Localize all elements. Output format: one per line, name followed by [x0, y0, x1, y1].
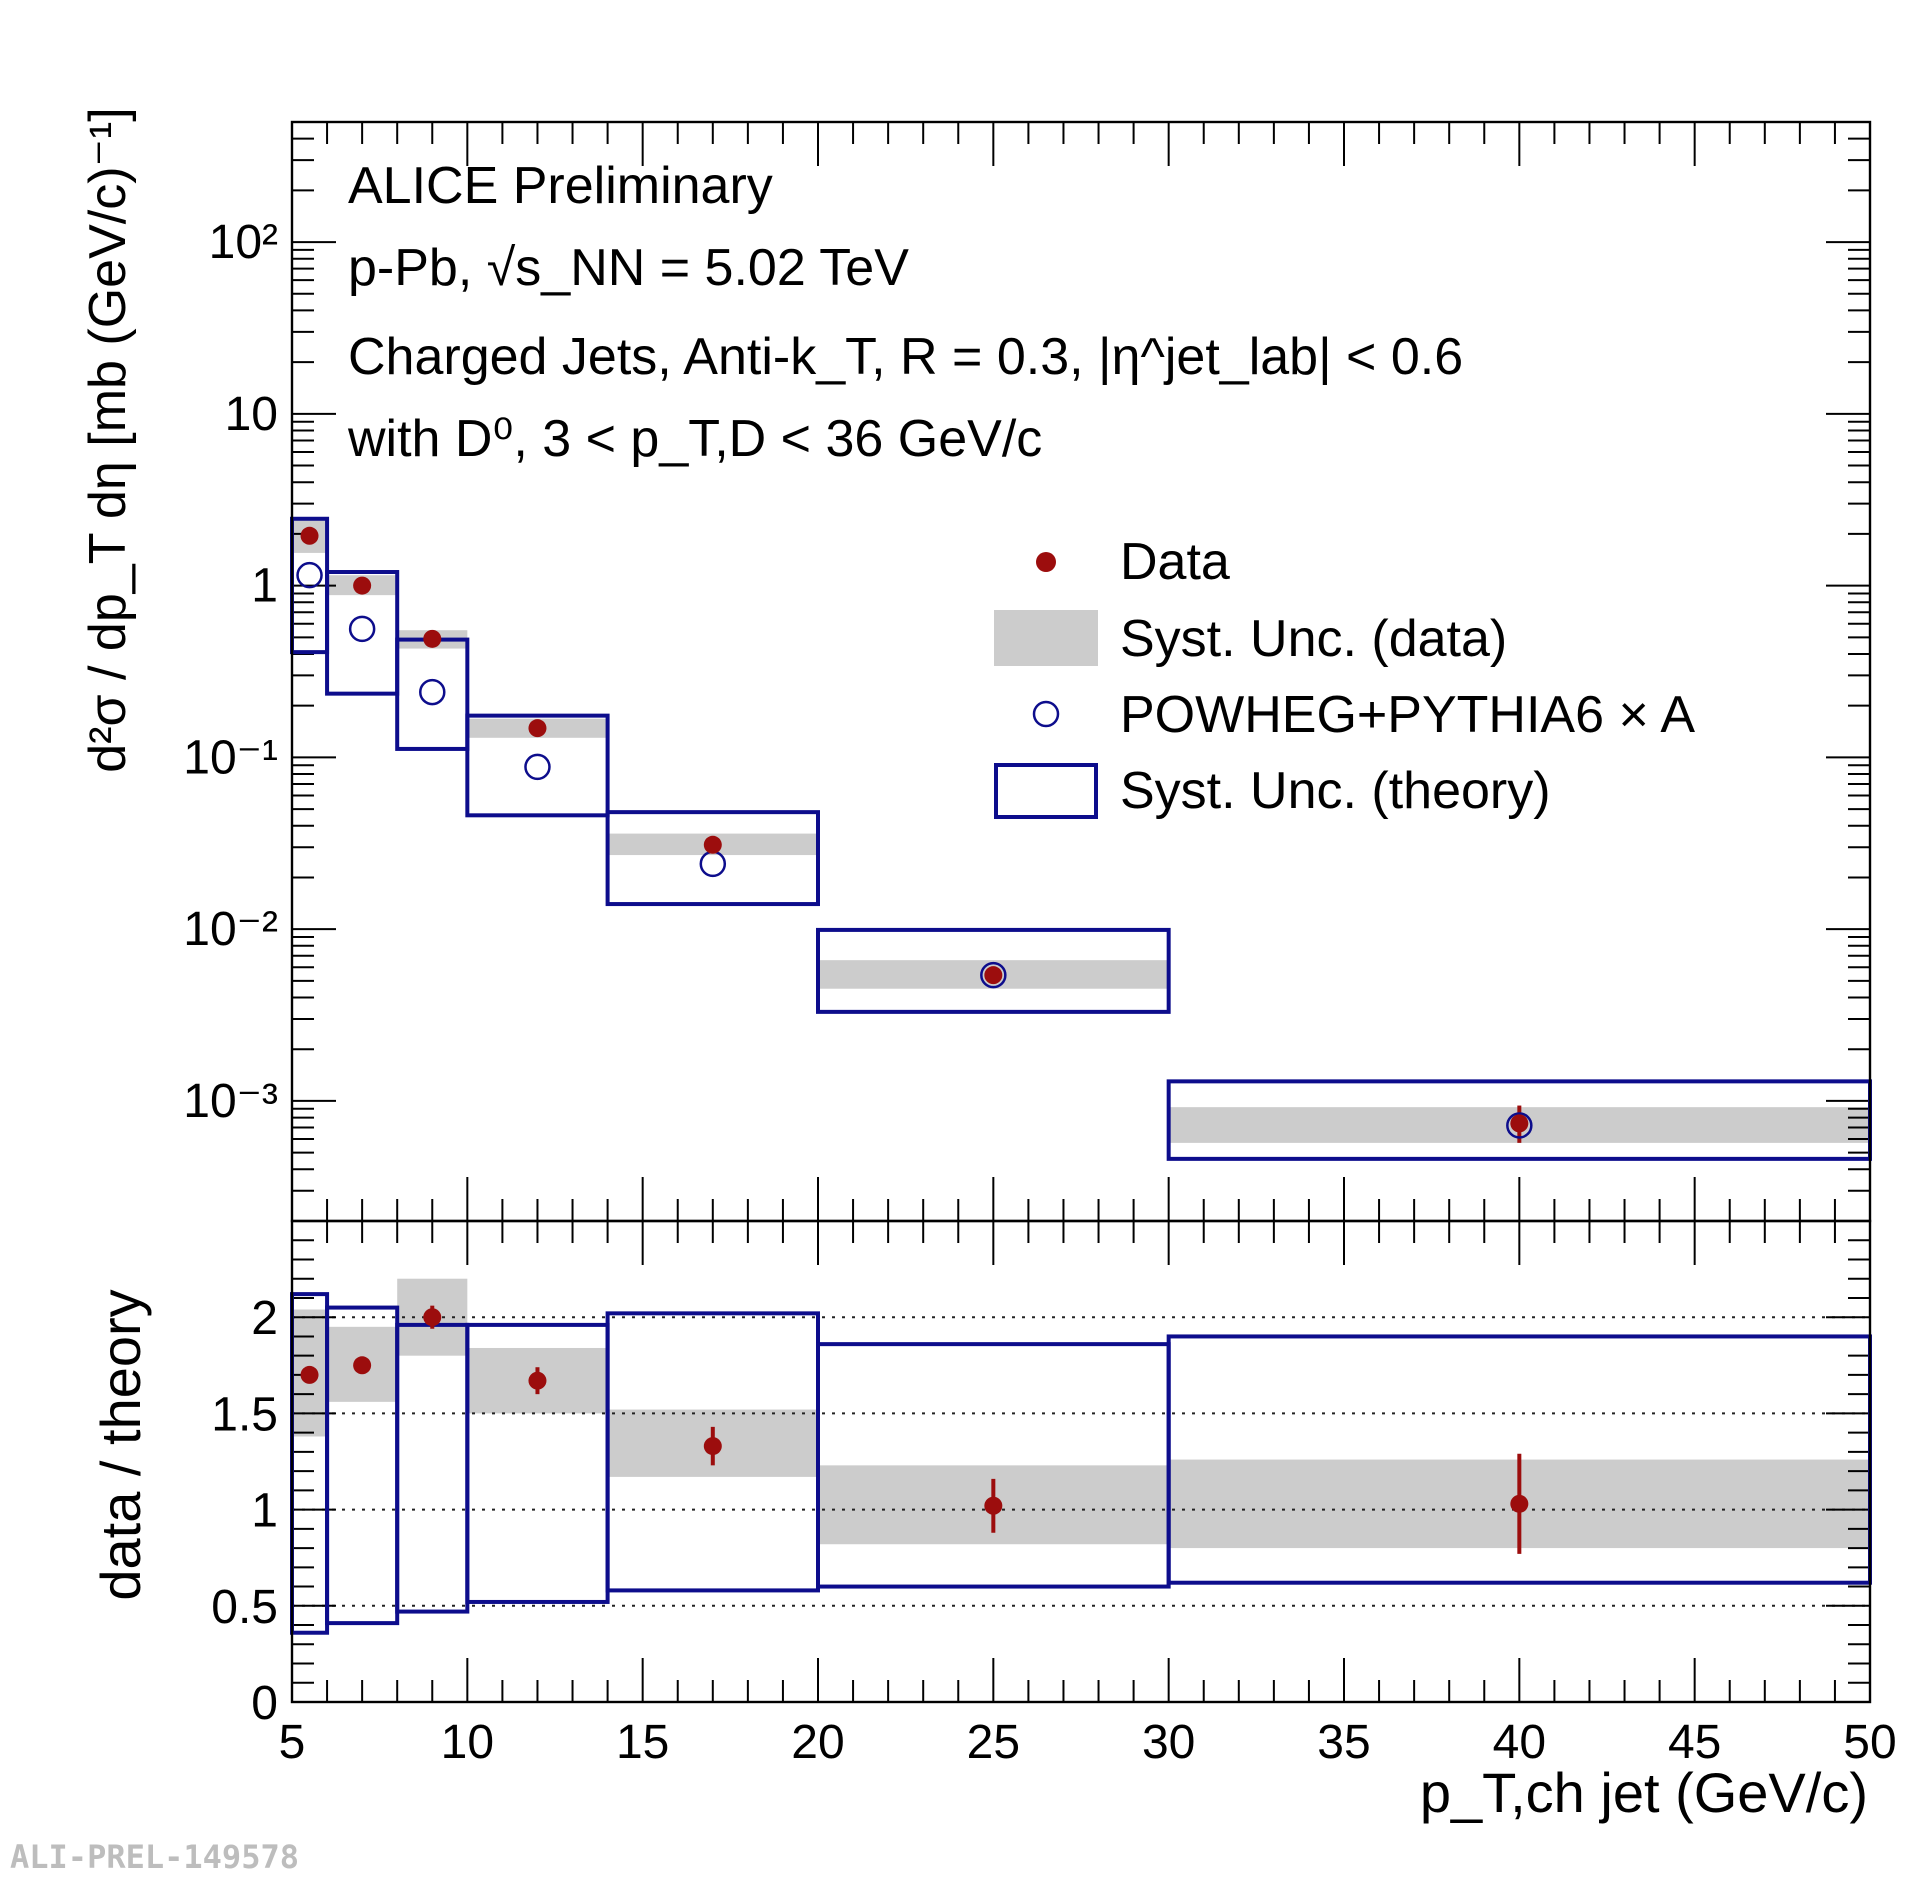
bottom-plot-frame — [290, 1219, 1872, 1704]
annotation-collision: p-Pb, √s_NN = 5.02 TeV — [348, 239, 909, 297]
bottom-xtick-label: 30 — [1142, 1716, 1195, 1769]
xlabel: p_T,ch jet (GeV/c) — [1420, 1761, 1868, 1824]
bottom-ratio-point-5 — [984, 1496, 1003, 1515]
bottom-ytick-label: 0.5 — [211, 1581, 278, 1634]
legend: Data Syst. Unc. (data) POWHEG+PYTHIA6 × … — [994, 533, 1695, 820]
bottom-ytick-label: 2 — [251, 1292, 278, 1345]
top-ytick-label: 10² — [209, 216, 278, 269]
top-axis-ticks — [291, 121, 1871, 1222]
annotation-d0: with D⁰, 3 < p_T,D < 36 GeV/c — [347, 410, 1042, 468]
bottom-ratio-point-6 — [1510, 1494, 1529, 1513]
bottom-ratio-point-1 — [353, 1356, 372, 1375]
bottom-xtick-label: 40 — [1493, 1716, 1546, 1769]
annotation-block: ALICE Preliminary p-Pb, √s_NN = 5.02 TeV… — [347, 157, 1463, 468]
legend-syst-theory-label: Syst. Unc. (theory) — [1120, 762, 1551, 820]
legend-syst-data-swatch — [994, 610, 1098, 666]
bottom-ylabel: data / theory — [89, 1289, 152, 1600]
bottom-theory-box-2 — [395, 1322, 470, 1614]
top-ytick-label: 10⁻¹ — [183, 731, 278, 784]
top-theory-box-4 — [605, 810, 820, 907]
legend-data-label: Data — [1120, 533, 1230, 591]
top-theory-point-2 — [419, 678, 446, 706]
legend-syst-data-label: Syst. Unc. (data) — [1120, 610, 1507, 668]
top-theory-box-1 — [325, 570, 400, 696]
bottom-ytick-label: 1.5 — [211, 1388, 278, 1441]
top-data-point-1 — [353, 576, 372, 595]
top-theory-box-3 — [465, 713, 610, 818]
bottom-xtick-label: 45 — [1668, 1716, 1721, 1769]
legend-theory-label: POWHEG+PYTHIA6 × A — [1120, 686, 1695, 744]
bottom-xtick-label: 20 — [791, 1716, 844, 1769]
top-ytick-label: 10⁻³ — [183, 1075, 278, 1128]
bottom-points — [300, 1305, 1529, 1554]
bottom-ytick-label: 0 — [251, 1677, 278, 1730]
legend-theory-marker — [1032, 700, 1060, 728]
bottom-theory-box-5 — [816, 1342, 1171, 1589]
top-theory-point-3 — [524, 753, 551, 781]
bottom-xtick-labels: 5 10 15 20 25 30 35 40 45 50 — [279, 1716, 1897, 1769]
top-data-point-5 — [984, 966, 1003, 985]
top-ytick-label: 10⁻² — [183, 903, 278, 956]
bottom-ratio-point-2 — [423, 1308, 442, 1327]
legend-data-marker — [1036, 552, 1056, 572]
bottom-xtick-label: 35 — [1317, 1716, 1370, 1769]
top-data-point-3 — [528, 719, 547, 738]
top-ytick-labels: 10⁻³ 10⁻² 10⁻¹ 1 10 10² — [183, 216, 278, 1128]
top-ytick-label: 10 — [225, 388, 278, 441]
top-theory-point-6 — [1506, 1112, 1533, 1139]
bottom-ratio-point-3 — [528, 1371, 547, 1390]
bottom-xtick-label: 5 — [279, 1716, 306, 1769]
top-data-point-2 — [423, 629, 442, 648]
bottom-ratio-point-0 — [300, 1365, 319, 1384]
top-data-point-4 — [703, 835, 722, 854]
top-ytick-label: 1 — [251, 560, 278, 613]
top-theory-box-2 — [395, 637, 470, 751]
top-theory-point-0 — [296, 561, 323, 589]
annotation-alice: ALICE Preliminary — [348, 157, 773, 215]
top-data-point-6 — [1510, 1114, 1529, 1133]
watermark: ALI-PREL-149578 — [10, 1838, 299, 1876]
bottom-xtick-label: 10 — [441, 1716, 494, 1769]
top-theory-point-1 — [348, 615, 376, 643]
annotation-jets: Charged Jets, Anti-k_T, R = 0.3, |η^jet_… — [348, 328, 1463, 386]
top-points — [296, 526, 1533, 1143]
top-theory-box-5 — [816, 927, 1171, 1014]
bottom-ytick-labels: 0 0.5 1 1.5 2 — [211, 1292, 278, 1730]
bottom-xtick-label: 50 — [1843, 1716, 1896, 1769]
legend-syst-theory-swatch — [994, 763, 1098, 819]
bottom-xtick-label: 15 — [616, 1716, 669, 1769]
bottom-ratio-point-4 — [703, 1437, 722, 1456]
bottom-xtick-label: 25 — [967, 1716, 1020, 1769]
top-ylabel: d²σ / dp_T dη [mb (GeV/c)⁻¹] — [79, 107, 137, 772]
top-theory-point-4 — [699, 850, 727, 878]
top-theory-point-5 — [980, 961, 1007, 989]
bottom-ytick-label: 1 — [251, 1485, 278, 1538]
top-data-point-0 — [300, 526, 319, 545]
